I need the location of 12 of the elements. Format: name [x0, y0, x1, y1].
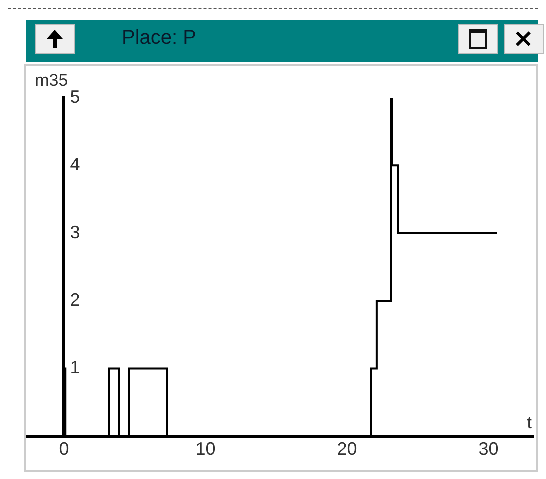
x-tick-label: 0: [59, 439, 70, 460]
x-tick-label: 30: [478, 439, 499, 460]
y-tick-label: 4: [70, 154, 80, 175]
y-tick-label: 2: [70, 290, 80, 310]
x-axis-title: t: [527, 414, 532, 433]
y-tick-label: 1: [70, 358, 80, 378]
chart-title: Place: P: [122, 27, 196, 50]
x-tick-label: 20: [337, 439, 358, 460]
x-tick-label: 10: [196, 439, 216, 460]
y-axis-title: m35: [35, 71, 68, 90]
y-tick-label: 5: [70, 86, 80, 107]
y-tick-label: 3: [70, 222, 80, 242]
